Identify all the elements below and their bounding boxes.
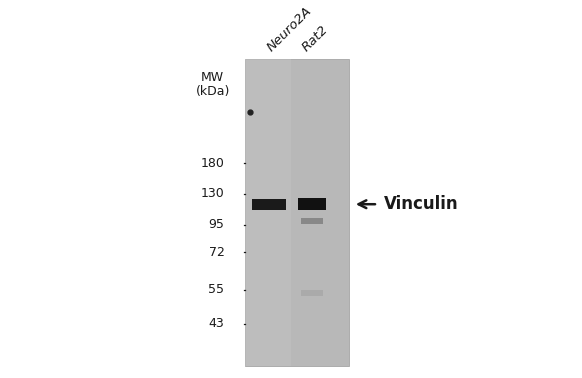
Text: 72: 72 [208, 245, 225, 259]
Text: Neuro2A: Neuro2A [265, 4, 315, 54]
Text: 55: 55 [208, 283, 225, 296]
Bar [244, 59, 291, 366]
Text: 180: 180 [201, 157, 225, 170]
Bar [298, 198, 326, 210]
Bar [301, 290, 323, 296]
Text: 43: 43 [208, 317, 225, 330]
Text: 130: 130 [201, 187, 225, 200]
Text: MW: MW [201, 71, 225, 84]
Text: Rat2: Rat2 [300, 23, 331, 54]
Bar [252, 199, 286, 210]
Bar [301, 218, 323, 225]
Bar [244, 59, 349, 366]
Text: (kDa): (kDa) [196, 85, 230, 98]
Text: Vinculin: Vinculin [384, 195, 458, 213]
Text: 95: 95 [208, 218, 225, 231]
